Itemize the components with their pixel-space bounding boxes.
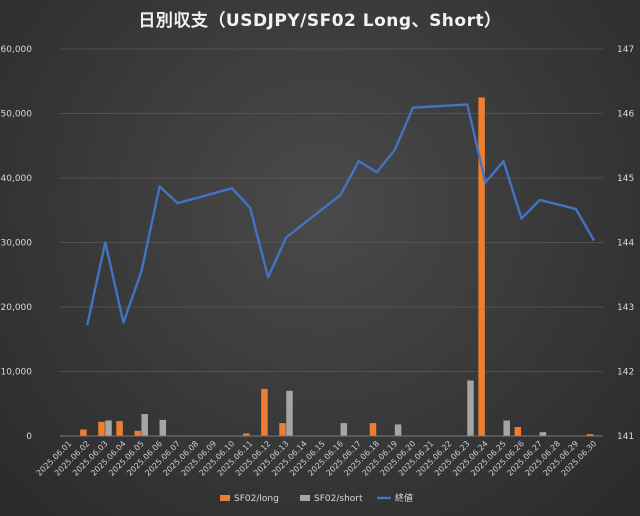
bar-sf02-short [394,424,402,436]
legend-label: SF02/short [314,494,363,504]
legend-swatch [220,495,230,501]
bar-sf02-short [286,390,293,436]
bar-sf02-long [261,388,268,436]
bar-sf02-long [478,97,485,436]
y-axis-tick-label: 10,000 [1,368,33,378]
bar-sf02-short [467,380,474,436]
y2-axis-tick-label: 145 [617,174,634,184]
legend-label: 終値 [395,492,413,504]
bar-sf02-short [141,414,148,436]
bar-sf02-long [116,421,123,436]
chart-title: 日別収支（USDJPY/SF02 Long、Short） [138,11,502,31]
legend-label: SF02/long [234,494,279,504]
bar-sf02-long [98,421,105,436]
bar-sf02-short [340,423,348,436]
y2-axis-tick-label: 144 [617,239,634,249]
y-axis-tick-label: 60,000 [1,45,33,55]
y2-axis-tick-label: 143 [617,303,634,313]
series-line-closing-price [86,103,596,326]
bar-sf02-short [159,419,167,436]
bar-sf02-short [539,432,547,436]
y2-axis-tick-label: 142 [617,368,634,378]
y2-axis-tick-label: 147 [617,45,634,55]
bar-sf02-long [369,423,377,436]
bar-sf02-short [503,420,510,436]
y-axis-tick-label: 20,000 [1,303,33,313]
bar-sf02-long [514,426,522,436]
bar-sf02-long [134,430,141,436]
legend-swatch [300,495,310,501]
y-axis-tick-label: 30,000 [1,239,33,249]
bar-sf02-long [243,433,250,436]
y-axis-tick-label: 40,000 [1,174,33,184]
y2-axis-tick-label: 146 [617,110,634,120]
bar-sf02-long [279,423,286,436]
bar-sf02-short [105,420,112,436]
y-axis-tick-label: 0 [26,432,32,442]
bar-sf02-long [80,429,87,436]
y2-axis-tick-label: 141 [617,432,634,442]
y-axis-tick-label: 50,000 [1,110,33,120]
bar-sf02-long [586,434,594,436]
